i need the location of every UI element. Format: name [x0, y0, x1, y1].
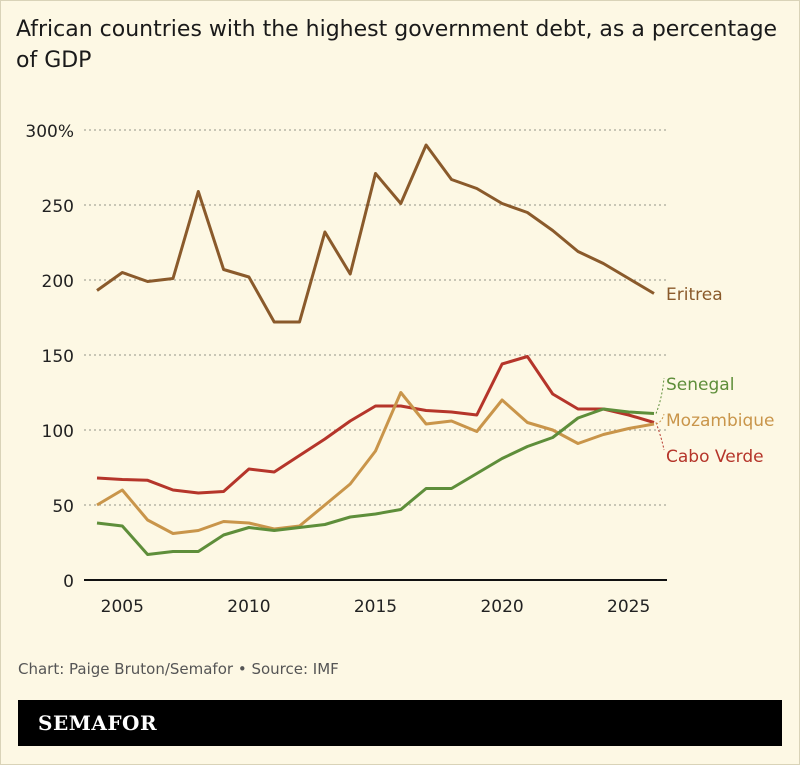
y-tick-label: 100 [42, 422, 74, 442]
y-tick-label: 200 [42, 272, 74, 292]
y-tick-label: 300% [25, 122, 74, 142]
series-label-mozambique: Mozambique [666, 411, 775, 431]
series-label-eritrea: Eritrea [666, 285, 723, 305]
semafor-logo: SEMAFOR [38, 711, 158, 735]
brand-bar: SEMAFOR [18, 700, 782, 746]
x-tick-label: 2025 [607, 597, 650, 617]
y-tick-label: 0 [63, 572, 74, 592]
leader-line-senegal [655, 377, 665, 414]
series-line-eritrea [96, 143, 655, 324]
x-tick-label: 2020 [480, 597, 523, 617]
line-chart: 0 50 100 150 200 250 300% 2005 2010 2015 2020 2025 E… [25, 122, 775, 617]
series-label-cabo-verde: Cabo Verde [666, 447, 764, 467]
series-line-senegal [96, 407, 655, 556]
x-tick-label: 2015 [354, 597, 397, 617]
x-tick-label: 2005 [101, 597, 144, 617]
series-line-mozambique [96, 391, 655, 535]
leader-line-mozambique [655, 413, 665, 425]
y-tick-label: 150 [42, 347, 74, 367]
series-line-cabo-verde [96, 355, 655, 495]
series-label-senegal: Senegal [666, 375, 734, 395]
leader-line-cabo-verde [655, 422, 665, 451]
x-tick-label: 2010 [227, 597, 270, 617]
y-tick-label: 250 [42, 197, 74, 217]
chart-title: African countries with the highest gover… [16, 17, 778, 73]
chart-source: Chart: Paige Bruton/Semafor • Source: IM… [18, 660, 339, 678]
y-tick-label: 50 [52, 497, 74, 517]
